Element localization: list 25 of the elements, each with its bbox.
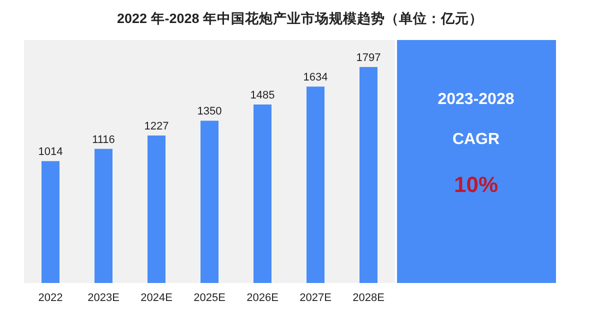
text: 10% bbox=[454, 172, 498, 197]
x-tick-label: 2023E bbox=[88, 292, 120, 304]
text: 2023-2028 bbox=[438, 91, 514, 108]
data-label: 1485 bbox=[250, 90, 275, 102]
bar bbox=[94, 148, 112, 283]
bar bbox=[42, 161, 60, 283]
chart-title: 2022 年-2028 年中国花炮产业市场规模趋势（单位：亿元） bbox=[116, 10, 484, 26]
data-label: 1014 bbox=[38, 146, 63, 158]
bar bbox=[148, 136, 166, 283]
bar bbox=[200, 120, 218, 283]
data-label: 1116 bbox=[92, 134, 115, 146]
x-tick-label: 2025E bbox=[194, 292, 226, 304]
bar bbox=[254, 104, 272, 283]
x-tick-label: 2027E bbox=[300, 292, 332, 304]
data-label: 1634 bbox=[303, 72, 328, 84]
text: CAGR bbox=[452, 131, 500, 148]
x-tick-label: 2026E bbox=[246, 292, 278, 304]
x-tick-label: 2022 bbox=[38, 292, 63, 304]
data-label: 1350 bbox=[197, 106, 222, 118]
data-label: 1797 bbox=[356, 52, 381, 64]
bar bbox=[306, 86, 324, 283]
data-label: 1227 bbox=[144, 120, 169, 133]
bar bbox=[360, 67, 378, 283]
x-tick-label: 2024E bbox=[140, 292, 172, 304]
x-tick-label: 2028E bbox=[352, 292, 384, 304]
